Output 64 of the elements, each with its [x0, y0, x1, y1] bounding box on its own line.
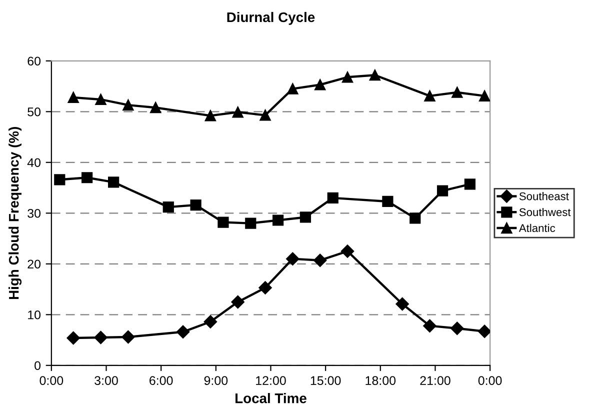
x-tick-label: 9:00 [204, 376, 228, 385]
point [95, 94, 106, 106]
point [479, 90, 490, 102]
y-tick-label: 10 [28, 310, 41, 320]
x-tick-label: 21:00 [420, 376, 450, 385]
point [327, 192, 338, 204]
point [122, 330, 135, 344]
y-tick-label: 20 [28, 260, 41, 269]
point [313, 254, 327, 267]
point [204, 110, 216, 122]
point [287, 83, 298, 94]
point [162, 202, 174, 213]
point [94, 330, 108, 344]
point [342, 72, 354, 83]
point [452, 86, 463, 98]
legend-label: Southeast [519, 192, 569, 200]
point [245, 218, 256, 229]
point [176, 325, 190, 338]
point [410, 212, 421, 224]
y-tick-label: 30 [28, 208, 41, 218]
x-tick-label: 0:00 [478, 376, 502, 385]
point [424, 90, 436, 102]
point [204, 315, 218, 328]
x-tick-label: 6:00 [150, 376, 173, 385]
point [150, 102, 162, 114]
y-tick-label: 50 [28, 107, 41, 116]
point [190, 199, 202, 211]
point [450, 322, 464, 335]
y-tick-label: 60 [28, 56, 41, 66]
point [286, 252, 300, 266]
chart-title: Diurnal Cycle [227, 12, 315, 25]
point [258, 281, 272, 294]
point [231, 295, 244, 309]
point [122, 99, 134, 111]
x-tick-label: 18:00 [366, 376, 396, 385]
legend-label: Atlantic [518, 224, 556, 232]
point [478, 324, 490, 338]
point [66, 331, 80, 345]
point [340, 244, 354, 258]
point [218, 216, 229, 228]
point [272, 214, 284, 226]
point [464, 178, 476, 190]
x-tick-label: 3:00 [94, 376, 118, 385]
point [260, 110, 271, 121]
point [68, 92, 79, 103]
x-tick-label: 12:00 [256, 376, 286, 385]
point [423, 319, 436, 332]
point [232, 106, 244, 118]
point [108, 176, 120, 188]
x-tick-label: 15:00 [310, 376, 341, 385]
y-tick-label: 40 [27, 158, 41, 168]
point [82, 172, 93, 184]
y-tick-label: 0 [34, 361, 41, 370]
point [396, 297, 409, 311]
point [382, 196, 394, 208]
x-tick-label: 0:00 [40, 376, 64, 385]
point [300, 212, 312, 223]
point [54, 174, 66, 186]
point [314, 79, 326, 90]
legend-label: Southwest [519, 208, 571, 216]
point [436, 185, 448, 196]
point [369, 70, 380, 81]
x-axis-title: Local Time [236, 393, 306, 404]
y-axis-title: High Cloud Frequency (%) [8, 127, 22, 300]
